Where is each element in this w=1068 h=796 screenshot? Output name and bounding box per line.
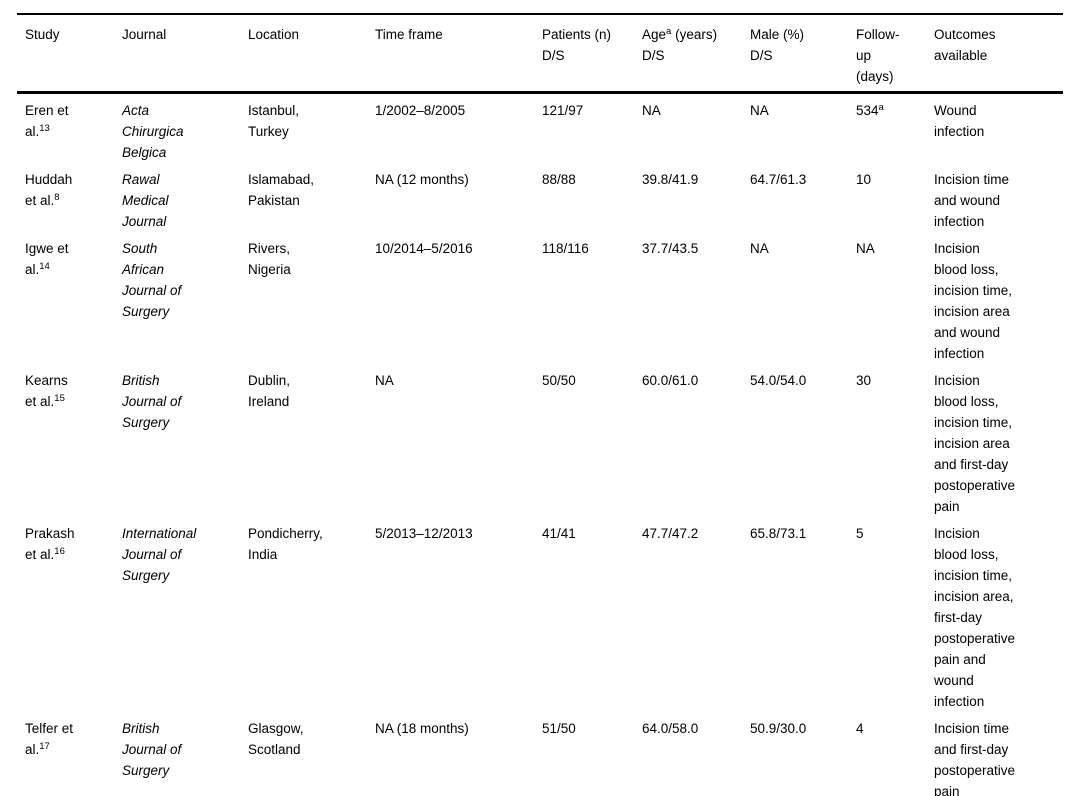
header-age-label: Age [642, 27, 667, 42]
header-time-frame: Time frame [367, 14, 534, 94]
follow-up-cell: 4 [848, 712, 926, 796]
footnote-superscript: a [878, 102, 884, 113]
journal-cell: British Journal of Surgery [122, 721, 182, 778]
patients-cell: 121/97 [542, 103, 584, 118]
time-frame-cell: NA [375, 373, 394, 388]
table-row-prakash: Prakash et al.16 International Journal o… [17, 517, 1063, 712]
header-male: Male (%) D/S [742, 14, 848, 94]
study-cell: Kearns et al.15 [17, 364, 114, 517]
header-outcomes: Outcomes available [926, 14, 1063, 94]
male-cell: 64.7/61.3 [750, 172, 807, 187]
reference-superscript: 13 [39, 123, 50, 134]
study-name: Telfer et al. [25, 721, 74, 757]
follow-up-value: 10 [856, 172, 872, 187]
table-row-kearns: Kearns et al.15 British Journal of Surge… [17, 364, 1063, 517]
header-row: Study Journal Location Time frame Patien… [17, 14, 1063, 94]
table-row-telfer: Telfer et al.17 British Journal of Surge… [17, 712, 1063, 796]
time-frame-cell: NA (12 months) [375, 172, 469, 187]
location-cell: Glasgow, Scotland [248, 721, 304, 757]
outcomes-cell: Incision time and first-day postoperativ… [934, 721, 1016, 796]
follow-up-cell: 534a [848, 93, 926, 164]
age-cell: NA [642, 103, 661, 118]
journal-cell: Acta Chirurgica Belgica [122, 103, 184, 160]
header-study: Study [17, 14, 114, 94]
outcomes-cell: Incision time and wound infection [934, 172, 1010, 229]
location-cell: Istanbul, Turkey [248, 103, 300, 139]
male-cell: 54.0/54.0 [750, 373, 807, 388]
study-cell: Eren et al.13 [17, 93, 114, 164]
location-cell: Rivers, Nigeria [248, 241, 291, 277]
header-location: Location [240, 14, 367, 94]
age-cell: 47.7/47.2 [642, 526, 699, 541]
follow-up-value: NA [856, 241, 875, 256]
outcomes-cell: Incision blood loss, incision time, inci… [934, 373, 1016, 514]
time-frame-cell: 1/2002–8/2005 [375, 103, 466, 118]
study-name: Eren et al. [25, 103, 69, 139]
study-cell: Igwe et al.14 [17, 232, 114, 364]
outcomes-cell: Incision blood loss, incision time, inci… [934, 526, 1016, 709]
follow-up-cell: NA [848, 232, 926, 364]
age-cell: 39.8/41.9 [642, 172, 699, 187]
outcomes-cell: Incision blood loss, incision time, inci… [934, 241, 1013, 361]
header-age: Agea (years) D/S [634, 14, 742, 94]
table-row-huddah: Huddah et al.8 Rawal Medical Journal Isl… [17, 163, 1063, 232]
study-name: Kearns et al. [25, 373, 68, 409]
superscript-a: a [666, 26, 672, 37]
journal-cell: British Journal of Surgery [122, 373, 182, 430]
male-cell: 50.9/30.0 [750, 721, 807, 736]
male-cell: 65.8/73.1 [750, 526, 807, 541]
journal-cell: South African Journal of Surgery [122, 241, 182, 319]
journal-cell: Rawal Medical Journal [122, 172, 169, 229]
table-body: Eren et al.13 Acta Chirurgica Belgica Is… [17, 93, 1063, 796]
study-name: Prakash et al. [25, 526, 75, 562]
header-age-units: (years) D/S [642, 27, 718, 63]
reference-superscript: 8 [54, 192, 60, 203]
location-cell: Islamabad, Pakistan [248, 172, 315, 208]
time-frame-cell: 10/2014–5/2016 [375, 241, 473, 256]
study-cell: Telfer et al.17 [17, 712, 114, 796]
male-cell: NA [750, 103, 769, 118]
patients-cell: 118/116 [542, 241, 589, 256]
journal-cell: International Journal of Surgery [122, 526, 197, 583]
study-cell: Huddah et al.8 [17, 163, 114, 232]
time-frame-cell: NA (18 months) [375, 721, 469, 736]
outcomes-cell: Wound infection [934, 103, 985, 139]
time-frame-cell: 5/2013–12/2013 [375, 526, 473, 541]
follow-up-value: 30 [856, 373, 872, 388]
studies-table: Study Journal Location Time frame Patien… [17, 13, 1063, 796]
patients-cell: 50/50 [542, 373, 576, 388]
reference-superscript: 15 [54, 393, 65, 404]
header-patients: Patients (n) D/S [534, 14, 634, 94]
reference-superscript: 16 [54, 546, 65, 557]
follow-up-cell: 5 [848, 517, 926, 712]
patients-cell: 41/41 [542, 526, 576, 541]
reference-superscript: 17 [39, 741, 50, 752]
male-cell: NA [750, 241, 769, 256]
location-cell: Pondicherry, India [248, 526, 323, 562]
age-cell: 37.7/43.5 [642, 241, 699, 256]
follow-up-cell: 10 [848, 163, 926, 232]
follow-up-value: 5 [856, 526, 864, 541]
age-cell: 60.0/61.0 [642, 373, 699, 388]
study-name: Igwe et al. [25, 241, 69, 277]
location-cell: Dublin, Ireland [248, 373, 291, 409]
patients-cell: 51/50 [542, 721, 576, 736]
study-name: Huddah et al. [25, 172, 73, 208]
table-row-igwe: Igwe et al.14 South African Journal of S… [17, 232, 1063, 364]
patients-cell: 88/88 [542, 172, 576, 187]
table-row-eren: Eren et al.13 Acta Chirurgica Belgica Is… [17, 93, 1063, 164]
follow-up-value: 4 [856, 721, 864, 736]
header-journal: Journal [114, 14, 240, 94]
reference-superscript: 14 [39, 261, 50, 272]
follow-up-value: 534 [856, 103, 879, 118]
header-follow-up: Follow- up (days) [848, 14, 926, 94]
table-header: Study Journal Location Time frame Patien… [17, 14, 1063, 94]
follow-up-cell: 30 [848, 364, 926, 517]
age-cell: 64.0/58.0 [642, 721, 699, 736]
study-cell: Prakash et al.16 [17, 517, 114, 712]
